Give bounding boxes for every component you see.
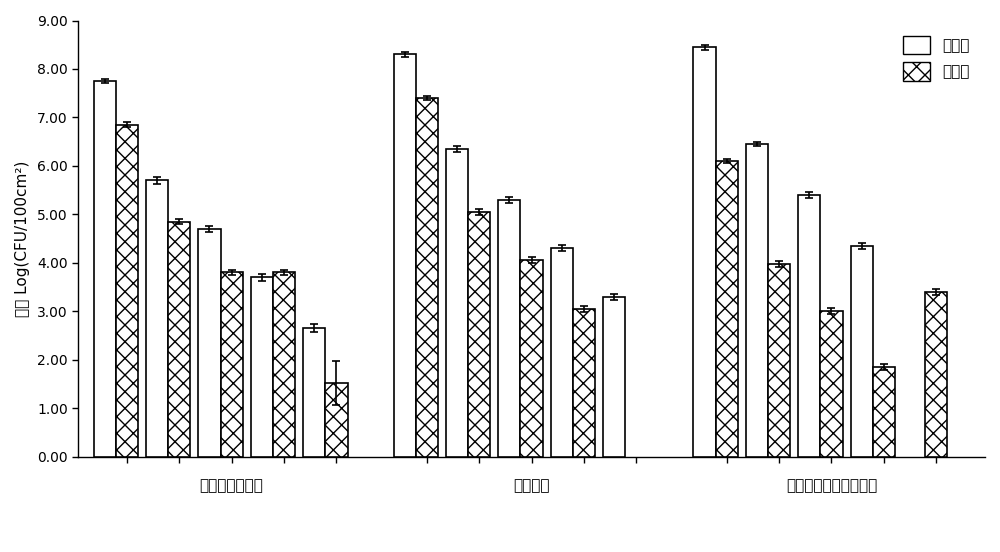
Bar xyxy=(94,81,116,457)
Bar xyxy=(468,212,490,457)
Bar xyxy=(221,273,243,457)
Bar xyxy=(716,161,738,457)
Bar xyxy=(498,200,520,457)
Text: 金黄色葡萄球菌: 金黄色葡萄球菌 xyxy=(200,479,264,493)
Bar xyxy=(603,296,625,457)
Bar xyxy=(693,47,716,457)
Bar xyxy=(273,273,295,457)
Bar xyxy=(146,181,168,457)
Legend: 接种量, 获得量: 接种量, 获得量 xyxy=(895,28,977,88)
Text: 单核细胞增生李斯特菌: 单核细胞增生李斯特菌 xyxy=(786,479,877,493)
Bar xyxy=(325,383,348,457)
Bar xyxy=(446,149,468,457)
Bar xyxy=(851,246,873,457)
Bar xyxy=(925,292,947,457)
Text: 沙门氏菌: 沙门氏菌 xyxy=(513,479,550,493)
Bar xyxy=(520,261,543,457)
Bar xyxy=(798,195,820,457)
Bar xyxy=(251,277,273,457)
Bar xyxy=(873,367,895,457)
Bar xyxy=(746,144,768,457)
Y-axis label: 菌数 Log(CFU/100cm²): 菌数 Log(CFU/100cm²) xyxy=(15,161,30,317)
Bar xyxy=(551,248,573,457)
Bar xyxy=(394,55,416,457)
Bar xyxy=(168,221,190,457)
Bar xyxy=(416,98,438,457)
Bar xyxy=(820,311,843,457)
Bar xyxy=(198,229,221,457)
Bar xyxy=(768,264,790,457)
Bar xyxy=(116,125,138,457)
Bar xyxy=(573,309,595,457)
Bar xyxy=(303,328,325,457)
